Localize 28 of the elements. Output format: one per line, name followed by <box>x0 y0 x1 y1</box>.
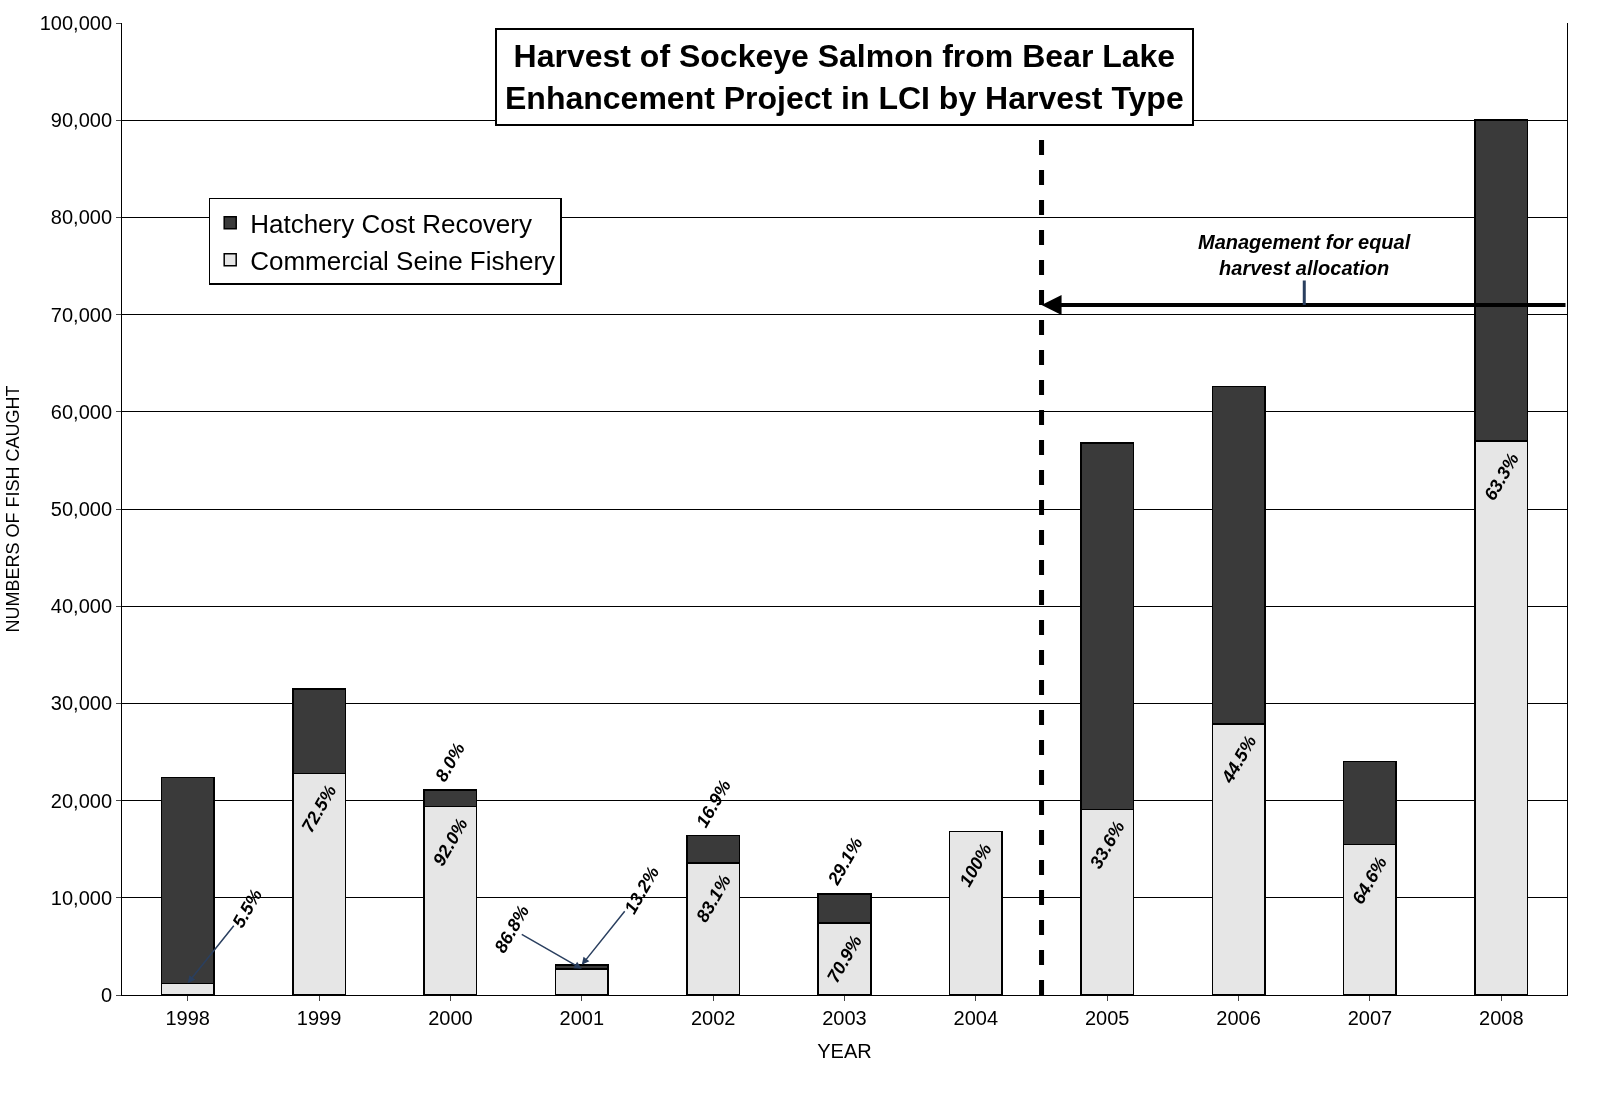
x-tick-label: 1999 <box>296 1007 342 1029</box>
y-tick-label: 70,000 <box>50 303 112 326</box>
y-tick-label: 0 <box>100 984 112 1006</box>
x-tick-label: 2006 <box>1216 1007 1261 1029</box>
x-tick-label: 2002 <box>690 1007 736 1029</box>
y-tick-label: 50,000 <box>50 498 112 520</box>
legend-label: Hatchery Cost Recovery <box>250 209 532 239</box>
text: Harvest of Sockeye Salmon from Bear Lake Enhancement Project in LCI by Harvest Type <box>505 38 1184 116</box>
x-axis-title: YEAR <box>817 1039 872 1062</box>
annotation: Management for equal harvest allocation <box>1198 231 1411 279</box>
x-tick-label: 2005 <box>1084 1007 1130 1029</box>
y-tick-label: 60,000 <box>50 400 112 423</box>
x-tick-label: 2008 <box>1479 1007 1524 1029</box>
x-tick-label: 2003 <box>822 1007 867 1029</box>
y-tick-label: 90,000 <box>50 109 112 132</box>
x-tick-label: 2004 <box>953 1007 999 1029</box>
y-tick-label: 80,000 <box>50 206 112 229</box>
x-tick-label: 2000 <box>428 1007 473 1029</box>
y-tick-label: 10,000 <box>50 886 112 909</box>
y-tick-label: 100,000 <box>39 12 112 34</box>
y-tick-label: 40,000 <box>50 595 112 618</box>
x-tick-label: 2001 <box>559 1007 605 1029</box>
legend-label: Commercial Seine Fishery <box>250 245 556 276</box>
y-tick-label: 30,000 <box>50 692 112 715</box>
x-tick-label: 2007 <box>1347 1007 1393 1029</box>
y-axis-title: NUMBERS OF FISH CAUGHT <box>2 385 23 633</box>
x-tick-label: 1998 <box>165 1007 210 1029</box>
y-tick-label: 20,000 <box>50 789 112 812</box>
